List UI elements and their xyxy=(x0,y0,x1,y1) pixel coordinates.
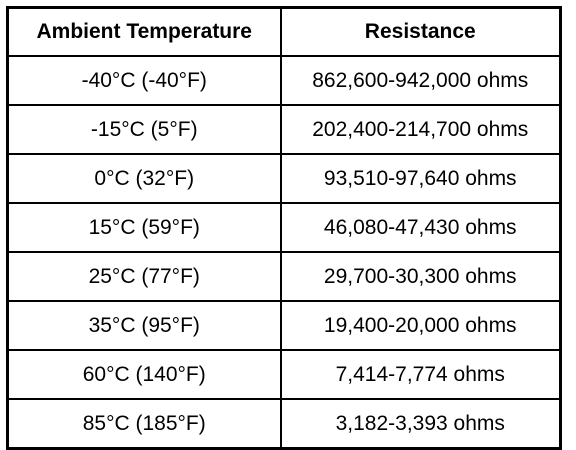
header-ambient-temperature: Ambient Temperature xyxy=(6,6,282,57)
resistance-cell: 93,510-97,640 ohms xyxy=(279,153,562,204)
resistance-cell: 7,414-7,774 ohms xyxy=(279,349,562,400)
header-row: Ambient Temperature Resistance xyxy=(6,6,562,57)
table-row: -15°C (5°F) 202,400-214,700 ohms xyxy=(6,104,562,155)
temperature-cell: 85°C (185°F) xyxy=(6,398,282,450)
table-row: 85°C (185°F) 3,182-3,393 ohms xyxy=(6,398,562,450)
table-row: 0°C (32°F) 93,510-97,640 ohms xyxy=(6,153,562,204)
resistance-cell: 862,600-942,000 ohms xyxy=(279,55,562,106)
temperature-resistance-table: Ambient Temperature Resistance -40°C (-4… xyxy=(6,6,562,450)
temperature-cell: -15°C (5°F) xyxy=(6,104,282,155)
header-resistance: Resistance xyxy=(279,6,562,57)
temperature-cell: -40°C (-40°F) xyxy=(6,55,282,106)
table-row: 35°C (95°F) 19,400-20,000 ohms xyxy=(6,300,562,351)
table-row: 25°C (77°F) 29,700-30,300 ohms xyxy=(6,251,562,302)
resistance-cell: 29,700-30,300 ohms xyxy=(279,251,562,302)
resistance-cell: 19,400-20,000 ohms xyxy=(279,300,562,351)
resistance-cell: 3,182-3,393 ohms xyxy=(279,398,562,450)
table-row: 15°C (59°F) 46,080-47,430 ohms xyxy=(6,202,562,253)
temperature-cell: 25°C (77°F) xyxy=(6,251,282,302)
table-row: -40°C (-40°F) 862,600-942,000 ohms xyxy=(6,55,562,106)
temperature-cell: 0°C (32°F) xyxy=(6,153,282,204)
temperature-cell: 15°C (59°F) xyxy=(6,202,282,253)
temperature-cell: 60°C (140°F) xyxy=(6,349,282,400)
temperature-cell: 35°C (95°F) xyxy=(6,300,282,351)
table-row: 60°C (140°F) 7,414-7,774 ohms xyxy=(6,349,562,400)
resistance-cell: 46,080-47,430 ohms xyxy=(279,202,562,253)
resistance-cell: 202,400-214,700 ohms xyxy=(279,104,562,155)
